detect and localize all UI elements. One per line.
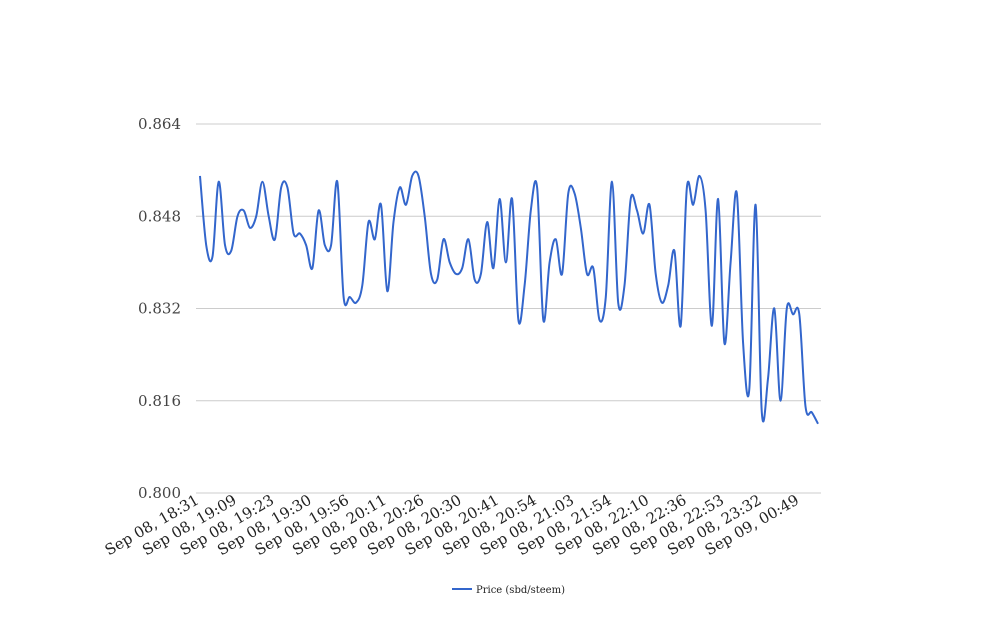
y-tick-label: 0.816 bbox=[138, 392, 181, 410]
y-tick-label: 0.800 bbox=[138, 484, 181, 502]
legend: Price (sbd/steem) bbox=[452, 585, 565, 596]
y-tick-label: 0.832 bbox=[138, 300, 181, 318]
series-lines bbox=[199, 170, 819, 425]
y-tick-label: 0.864 bbox=[138, 115, 181, 133]
legend-label: Price (sbd/steem) bbox=[476, 585, 565, 596]
series-line-price bbox=[199, 170, 819, 425]
y-tick-label: 0.848 bbox=[138, 207, 181, 225]
y-axis-ticks: 0.800 0.816 0.832 0.848 0.864 bbox=[138, 115, 181, 502]
